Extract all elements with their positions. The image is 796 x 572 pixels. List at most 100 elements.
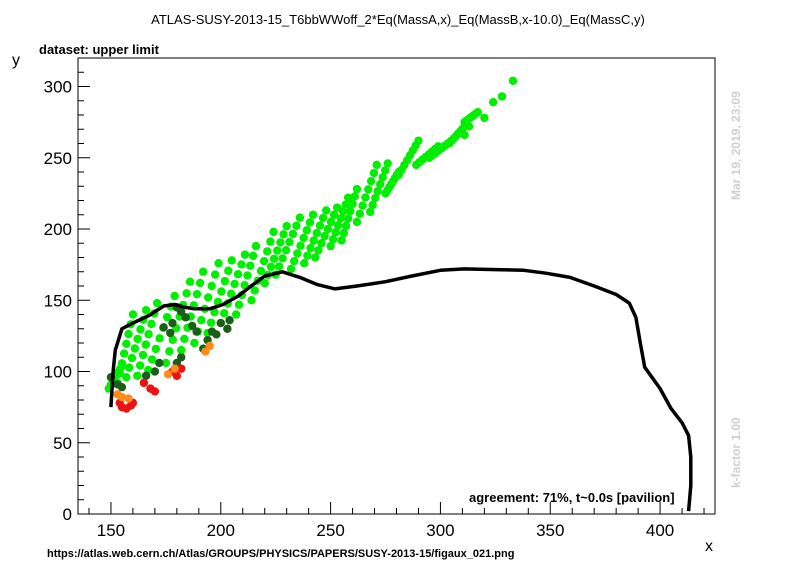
data-point: [128, 310, 138, 319]
y-tick-label: 0: [63, 505, 72, 524]
data-point: [320, 231, 329, 241]
data-point: [230, 279, 239, 289]
data-point: [133, 371, 142, 380]
data-point: [295, 213, 305, 222]
data-point: [329, 210, 339, 219]
data-point: [124, 363, 134, 372]
data-point: [352, 184, 362, 194]
data-point: [381, 166, 390, 175]
data-point: [473, 107, 482, 117]
data-point: [206, 318, 216, 327]
data-point: [195, 278, 205, 288]
data-point: [355, 209, 364, 218]
data-point: [139, 378, 149, 388]
data-point: [141, 371, 151, 380]
data-point: [305, 218, 315, 227]
data-point: [317, 239, 326, 248]
data-point: [225, 316, 234, 325]
data-point: [243, 271, 252, 280]
plot-frame: [77, 57, 716, 515]
data-point: [302, 226, 311, 235]
data-point: [141, 340, 150, 349]
y-axis-label: y: [12, 52, 20, 69]
data-point: [205, 341, 214, 351]
kfactor-label: k-factor 1.00: [729, 417, 743, 488]
data-point: [165, 347, 174, 356]
data-point: [378, 173, 387, 182]
data-point: [170, 364, 179, 373]
data-point: [460, 130, 469, 140]
data-point: [212, 330, 221, 339]
data-point: [480, 113, 489, 123]
data-point: [182, 289, 191, 298]
data-point: [147, 319, 156, 329]
data-point: [152, 298, 162, 308]
data-point: [168, 335, 177, 344]
data-point: [322, 206, 331, 215]
y-tick-label: 250: [44, 149, 72, 168]
data-point: [293, 249, 302, 258]
data-point: [341, 200, 350, 209]
data-point: [223, 324, 232, 333]
data-point: [144, 330, 153, 339]
data-point: [279, 230, 288, 239]
data-point: [117, 359, 127, 368]
data-point: [124, 394, 133, 403]
data-point: [197, 316, 206, 325]
data-point: [210, 308, 219, 317]
data-point: [226, 289, 236, 298]
data-point: [166, 328, 175, 338]
data-point: [303, 251, 312, 260]
data-point: [286, 264, 296, 274]
data-point: [216, 318, 225, 328]
data-point: [343, 214, 353, 223]
data-point: [281, 245, 291, 255]
data-point: [369, 168, 379, 178]
data-point: [117, 382, 127, 392]
data-point: [214, 259, 223, 268]
data-point: [361, 193, 370, 202]
data-point: [266, 262, 276, 272]
x-tick-label: 250: [316, 521, 344, 540]
data-point: [119, 349, 129, 358]
data-point: [161, 358, 171, 368]
data-point: [269, 227, 278, 237]
data-point: [240, 250, 250, 259]
data-point: [207, 281, 216, 291]
data-point: [122, 339, 131, 349]
data-point: [314, 246, 323, 255]
data-point: [364, 185, 373, 194]
data-point: [192, 327, 201, 336]
data-point: [306, 243, 315, 253]
data-point: [180, 334, 189, 344]
data-point: [147, 355, 157, 364]
data-point: [151, 344, 161, 354]
data-point: [181, 313, 190, 322]
data-point: [308, 210, 318, 219]
data-point: [250, 286, 259, 295]
chart-title: ATLAS-SUSY-2013-15_T6bbWWoff_2*Eq(MassA,…: [151, 12, 645, 27]
data-point: [346, 206, 355, 216]
data-point: [348, 199, 357, 208]
x-tick-label: 350: [536, 521, 564, 540]
data-point: [122, 373, 131, 382]
data-point: [177, 353, 186, 362]
data-point: [127, 353, 137, 363]
data-point: [237, 260, 246, 269]
data-point: [251, 241, 261, 251]
data-point: [338, 207, 348, 216]
source-url: https://atlas.web.cern.ch/Atlas/GROUPS/P…: [47, 548, 515, 560]
data-point: [224, 266, 233, 275]
data-point: [192, 289, 202, 299]
y-tick-label: 100: [44, 363, 72, 382]
data-point: [278, 254, 287, 263]
x-axis-label: x: [705, 538, 713, 555]
x-tick-label: 300: [426, 521, 454, 540]
data-point: [300, 259, 309, 268]
data-point: [370, 193, 380, 203]
data-point: [227, 256, 236, 265]
data-point: [292, 221, 301, 230]
data-point: [282, 221, 291, 231]
data-point: [337, 236, 346, 245]
